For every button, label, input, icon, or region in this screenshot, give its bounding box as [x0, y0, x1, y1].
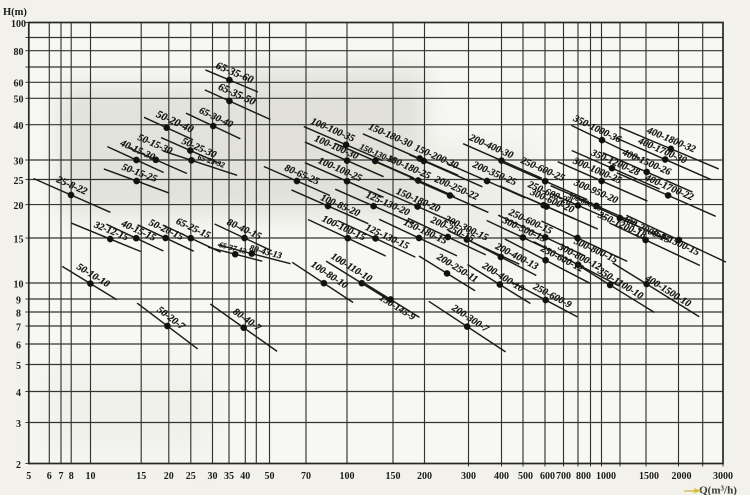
svg-text:6: 6	[16, 340, 21, 351]
svg-text:60: 60	[14, 79, 24, 90]
svg-text:70: 70	[301, 471, 311, 482]
svg-text:1000: 1000	[596, 471, 616, 482]
svg-text:200: 200	[417, 471, 432, 482]
svg-text:35: 35	[224, 471, 234, 482]
svg-text:6: 6	[47, 471, 52, 482]
svg-text:2000: 2000	[672, 471, 692, 482]
svg-text:4: 4	[16, 388, 21, 399]
svg-text:600: 600	[540, 471, 555, 482]
svg-text:5: 5	[26, 471, 31, 482]
svg-text:8: 8	[16, 308, 21, 319]
svg-text:50: 50	[14, 95, 24, 106]
svg-text:25: 25	[186, 471, 196, 482]
svg-text:9: 9	[16, 295, 21, 306]
svg-text:300: 300	[461, 471, 476, 482]
svg-text:15: 15	[14, 234, 24, 245]
svg-text:400: 400	[494, 471, 509, 482]
svg-text:8: 8	[69, 471, 74, 482]
svg-text:100: 100	[340, 471, 355, 482]
svg-text:1500: 1500	[639, 471, 659, 482]
svg-text:50: 50	[265, 471, 275, 482]
svg-text:20: 20	[164, 471, 174, 482]
svg-text:3000: 3000	[713, 471, 733, 482]
svg-text:Q(m3/h): Q(m3/h)	[699, 485, 737, 496]
svg-text:30: 30	[208, 471, 218, 482]
svg-text:500: 500	[518, 471, 533, 482]
svg-text:3: 3	[16, 419, 21, 430]
svg-text:700: 700	[556, 471, 571, 482]
svg-text:20: 20	[14, 201, 24, 212]
svg-text:H(m): H(m)	[3, 7, 27, 18]
svg-text:40: 40	[240, 471, 250, 482]
svg-text:2: 2	[16, 460, 21, 471]
svg-text:800: 800	[576, 471, 591, 482]
svg-text:5: 5	[16, 361, 21, 372]
svg-text:150: 150	[386, 471, 401, 482]
svg-text:10: 10	[14, 279, 24, 290]
svg-text:25: 25	[14, 176, 24, 187]
svg-text:80: 80	[14, 47, 24, 58]
svg-text:7: 7	[59, 471, 64, 482]
svg-text:100: 100	[11, 19, 26, 30]
svg-text:15: 15	[136, 471, 146, 482]
svg-text:10: 10	[86, 471, 96, 482]
svg-text:7: 7	[16, 322, 21, 333]
svg-text:30: 30	[14, 156, 24, 167]
svg-text:40: 40	[14, 121, 24, 132]
